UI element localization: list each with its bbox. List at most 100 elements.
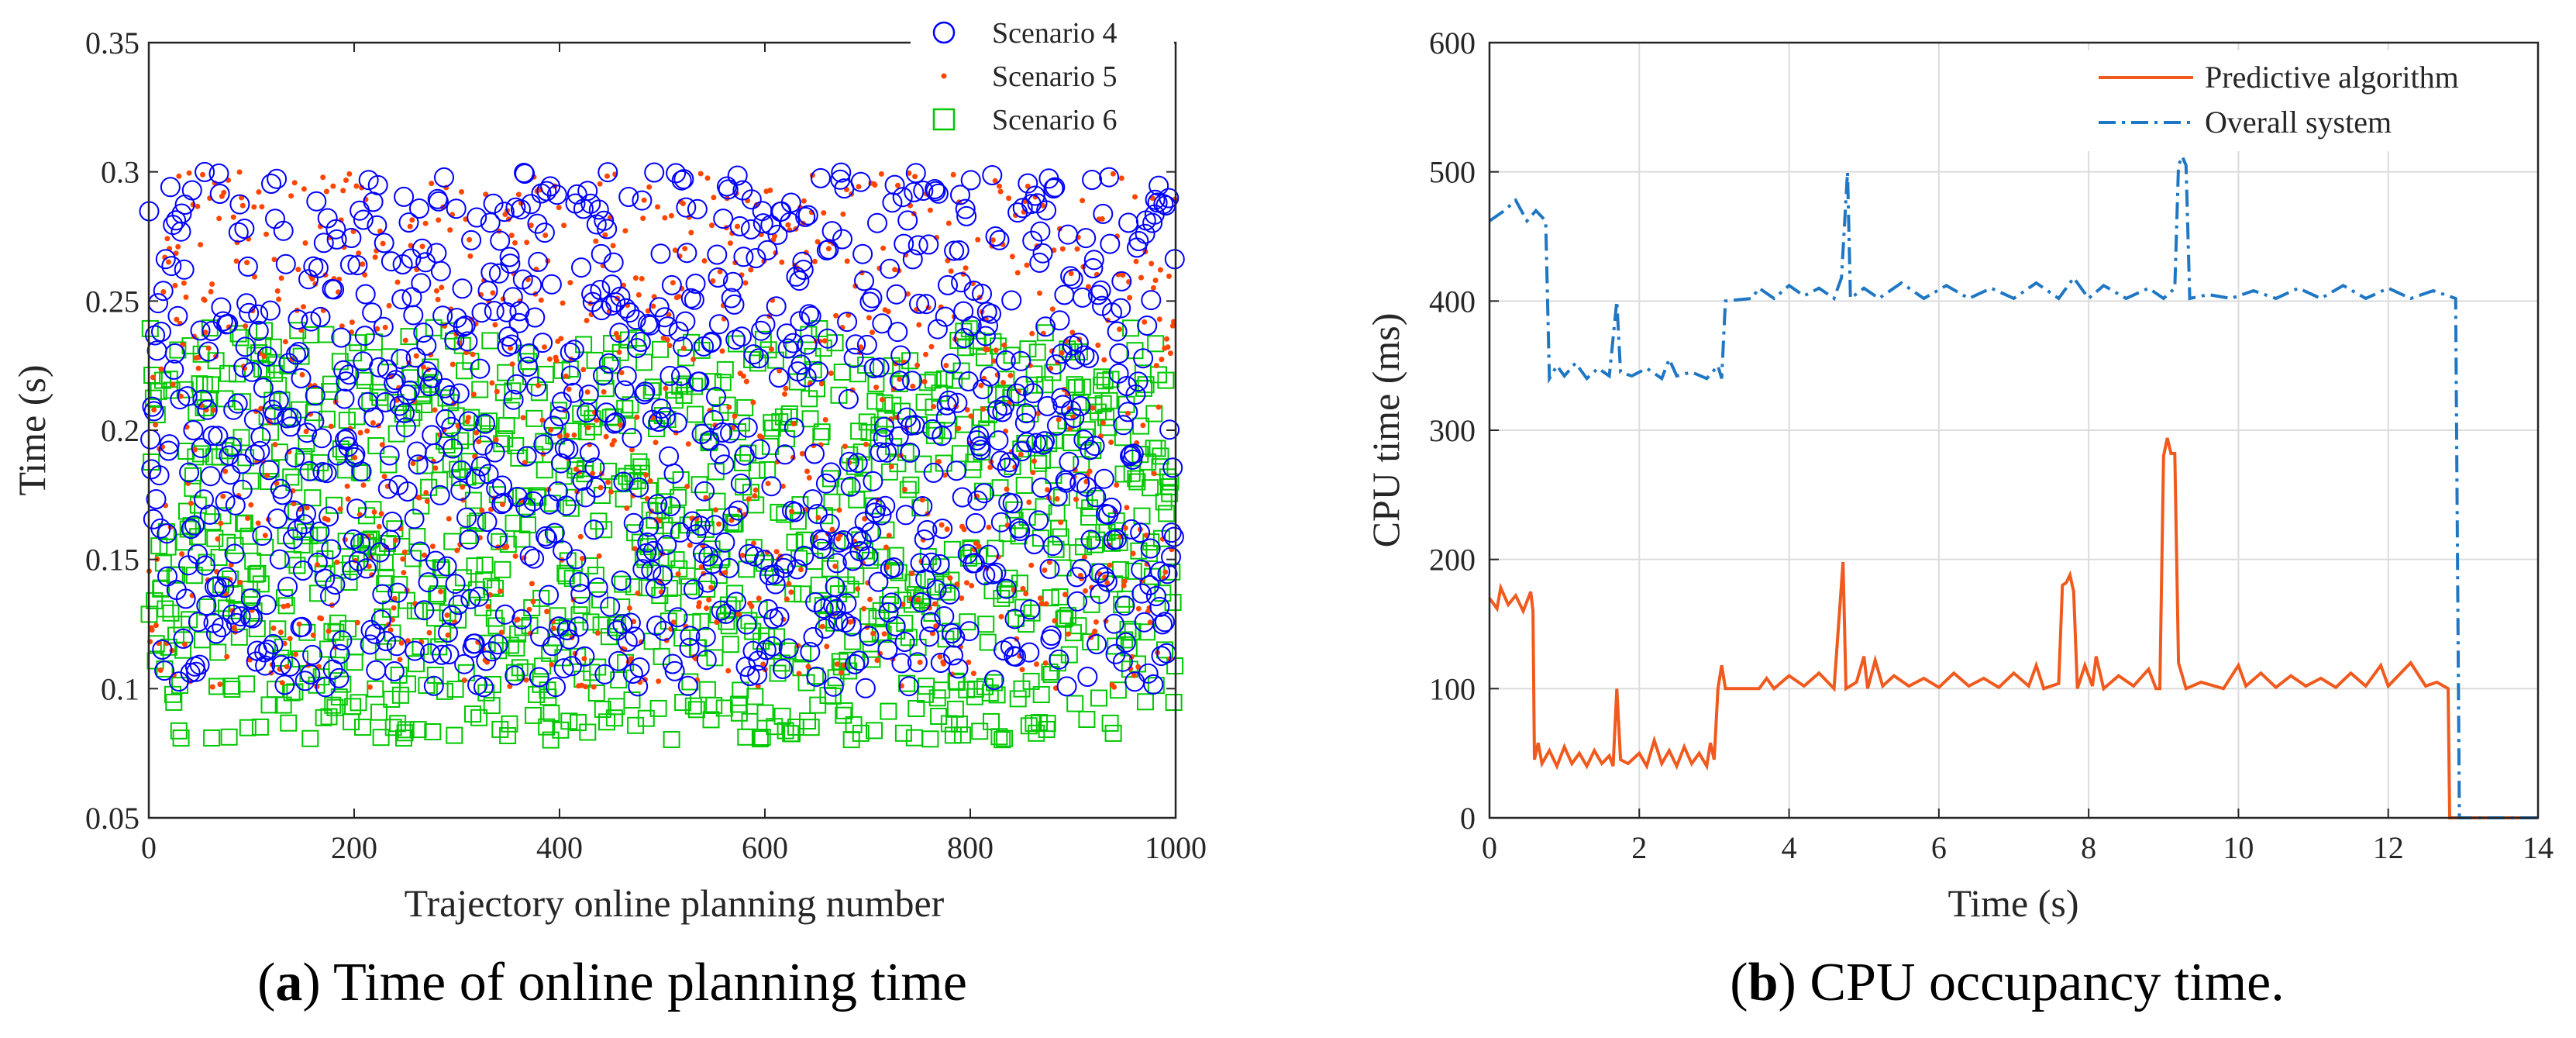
scenario-5-point bbox=[340, 188, 346, 194]
scenario-6-point bbox=[165, 693, 183, 711]
scenario-6-point bbox=[802, 719, 820, 736]
scenario-6-point bbox=[1029, 454, 1047, 472]
scenario-5-point bbox=[1131, 672, 1137, 678]
scenario-5-point bbox=[209, 281, 215, 287]
scenario-6-point bbox=[899, 481, 917, 498]
scenario-5-point bbox=[319, 616, 325, 622]
scenario-4-point bbox=[363, 407, 384, 428]
scenario-6-point bbox=[900, 629, 918, 647]
scenario-5-point bbox=[1130, 550, 1136, 557]
scenario-5-point bbox=[564, 433, 570, 439]
scenario-4-point bbox=[863, 358, 884, 378]
scenario-4-point bbox=[334, 388, 355, 409]
scenario-5-point bbox=[690, 357, 697, 362]
scenario-5-point bbox=[708, 585, 715, 591]
scenario-5-point bbox=[997, 188, 1004, 195]
scenario-4-point bbox=[480, 212, 501, 233]
scenario-5-point bbox=[773, 549, 780, 555]
scenario-5-point bbox=[742, 280, 749, 286]
scenario-5-point bbox=[1037, 595, 1043, 602]
scenario-6-point bbox=[1079, 421, 1097, 439]
scenario-4-point bbox=[737, 417, 758, 438]
scenario-4-point bbox=[487, 527, 508, 548]
scenario-4-point bbox=[935, 407, 956, 428]
scenario-4-point bbox=[666, 412, 687, 433]
scenario-6-point bbox=[298, 623, 316, 641]
scenario-5-point bbox=[288, 193, 294, 199]
scenario-4-point bbox=[536, 526, 556, 547]
scenario-4-point bbox=[655, 407, 676, 428]
scenario-5-point bbox=[1046, 559, 1052, 565]
scenario-4-point bbox=[508, 487, 528, 507]
scenario-4-point bbox=[859, 626, 880, 647]
scenario-5-point bbox=[821, 338, 828, 344]
scenario-6-point bbox=[144, 389, 162, 407]
scenario-5-point bbox=[719, 348, 725, 354]
scenario-4-point bbox=[464, 633, 485, 654]
scenario-5-point bbox=[459, 189, 464, 195]
figure: 0.050.10.150.20.250.30.35 0 200 400 600 800 1… bbox=[10, 17, 2554, 925]
scenario-5-point bbox=[1122, 525, 1128, 531]
scenario-4-point bbox=[190, 320, 211, 341]
scenario-4-point bbox=[712, 422, 733, 443]
scenario-4-point bbox=[939, 584, 960, 605]
scenario-5-point bbox=[656, 678, 662, 685]
scenario-5-point bbox=[1045, 487, 1051, 493]
scenario-4-point bbox=[331, 327, 352, 348]
scenario-5-point bbox=[1069, 329, 1076, 336]
scenario-4-point bbox=[742, 640, 763, 661]
scenario-5-point bbox=[277, 629, 284, 636]
scenario-5-point bbox=[1144, 561, 1150, 567]
scenario-4-point bbox=[202, 426, 223, 447]
scenario-4-point bbox=[268, 390, 289, 411]
scenario-5-point bbox=[1081, 554, 1087, 560]
scenario-4-point bbox=[911, 592, 932, 612]
scenario-4-point bbox=[590, 280, 611, 300]
scenario-5-point bbox=[255, 520, 261, 526]
scenario-5-point bbox=[1004, 486, 1010, 492]
scenario-5-point bbox=[1024, 262, 1030, 268]
scenario-6-point bbox=[1139, 453, 1157, 471]
scenario-5-point bbox=[320, 174, 326, 181]
y-tick-label: 0.35 bbox=[85, 26, 139, 60]
scenario-6-point bbox=[649, 699, 667, 717]
scenario-4-point bbox=[308, 257, 329, 278]
scenario-4-point bbox=[403, 305, 424, 326]
scenario-5-point bbox=[337, 506, 343, 512]
scenario-5-point bbox=[416, 495, 422, 501]
scenario-5-point bbox=[818, 381, 825, 387]
scenario-5-point bbox=[656, 518, 663, 524]
scenario-5-point bbox=[392, 537, 398, 543]
scenario-4-point bbox=[1137, 316, 1158, 336]
scenario-4-point bbox=[435, 378, 455, 398]
scenario-5-point bbox=[536, 382, 542, 388]
scenario-4-point bbox=[501, 334, 522, 355]
scenario-4-point bbox=[306, 191, 327, 212]
scenario-6-point bbox=[456, 428, 474, 446]
scenario-4-point bbox=[762, 636, 783, 657]
scenario-5-point bbox=[824, 643, 830, 650]
scenario-4-point bbox=[917, 519, 938, 540]
scenario-4-point bbox=[749, 348, 770, 369]
scenario-5-point bbox=[1012, 212, 1018, 219]
scenario-4-point bbox=[347, 255, 368, 276]
scenario-6-point bbox=[1152, 529, 1170, 547]
scenario-4-point bbox=[1074, 345, 1095, 366]
scenario-5-point bbox=[386, 302, 392, 309]
scenario-4-point bbox=[1162, 457, 1183, 478]
scenario-5-point bbox=[407, 223, 413, 229]
scenario-4-point bbox=[892, 187, 913, 208]
scenario-5-point bbox=[798, 567, 804, 573]
scenario-5-point bbox=[621, 282, 626, 288]
scenario-4-point bbox=[732, 326, 752, 347]
scenario-4-point bbox=[760, 215, 781, 236]
scenario-4-point bbox=[680, 626, 701, 647]
scenario-4-point bbox=[956, 205, 977, 226]
scenario-5-point bbox=[1038, 601, 1045, 607]
scenario-4-point bbox=[367, 215, 387, 236]
scenario-4-point bbox=[704, 515, 725, 536]
scenario-6-point bbox=[400, 328, 418, 346]
scenario-4-point bbox=[741, 189, 762, 210]
scenario-5-point bbox=[829, 526, 835, 533]
x-tick-label: 4 bbox=[1782, 830, 1797, 865]
